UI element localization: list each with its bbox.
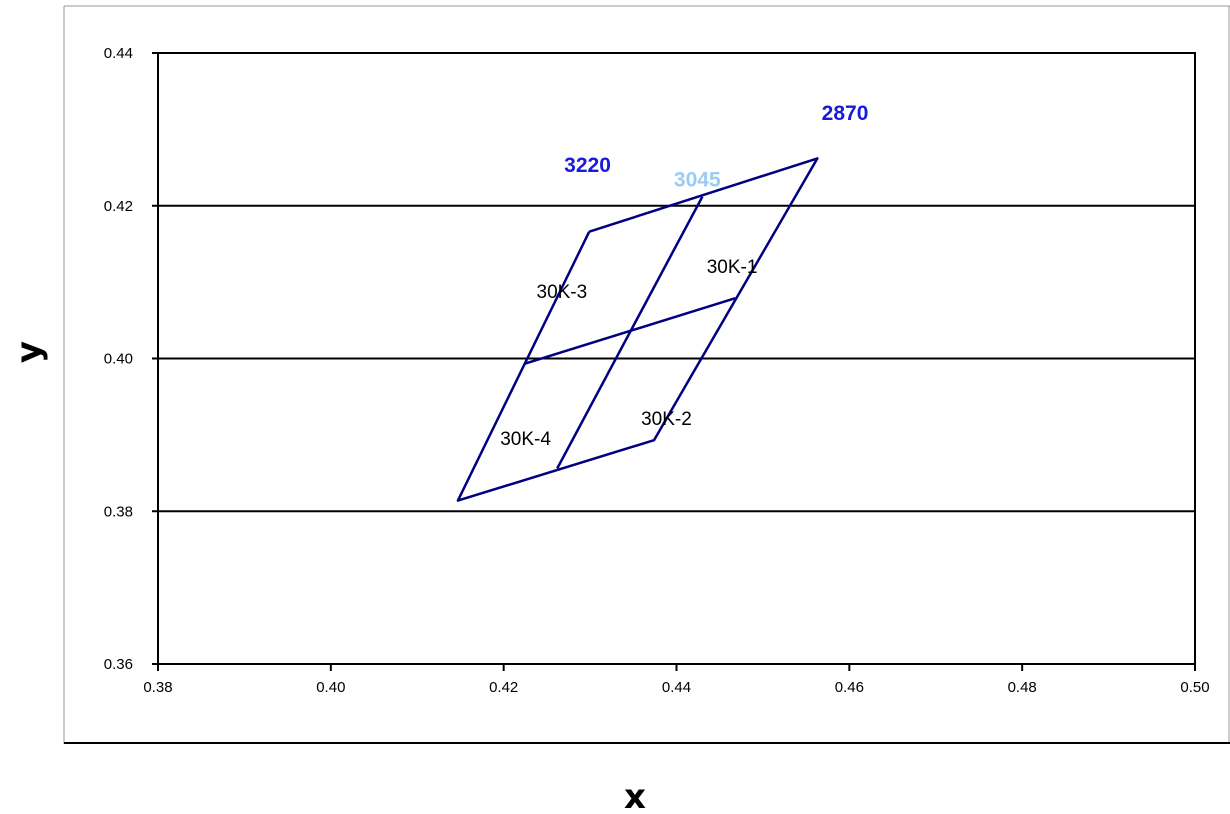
y-axis-title: y [9, 341, 49, 363]
x-axis-title: x [624, 777, 646, 814]
series-line-2 [556, 196, 704, 470]
region-label: 30K-2 [641, 409, 692, 430]
cct-label: 3045 [674, 169, 721, 192]
series-line-3 [524, 297, 736, 365]
y-tick-label: 0.40 [104, 351, 133, 368]
x-tick-label: 0.38 [143, 679, 172, 696]
x-tick-label: 0.42 [489, 679, 518, 696]
cct-label: 3220 [564, 154, 611, 177]
y-tick-label: 0.36 [104, 656, 133, 673]
y-tick-label: 0.38 [104, 503, 133, 520]
y-tick-label: 0.44 [104, 45, 133, 62]
x-tick-label: 0.48 [1008, 679, 1037, 696]
region-label: 30K-3 [537, 282, 588, 303]
region-labels: 30K-1 30K-2 30K-3 30K-4 [500, 257, 757, 450]
x-tick-label: 0.40 [316, 679, 345, 696]
x-tick-label: 0.46 [835, 679, 864, 696]
region-label: 30K-1 [707, 257, 758, 278]
x-axis-ticks: 0.38 0.40 0.42 0.44 0.46 0.48 0.50 [143, 664, 1210, 696]
y-tick-label: 0.42 [104, 198, 133, 215]
x-tick-label: 0.50 [1180, 679, 1209, 696]
cct-labels: 3220 3045 2870 [564, 102, 868, 191]
region-label: 30K-4 [500, 429, 551, 450]
series-lines [456, 157, 819, 502]
y-axis-ticks: 0.36 0.38 0.40 0.42 0.44 [104, 45, 158, 673]
grid-lines [158, 204, 1195, 513]
cct-label: 2870 [822, 102, 869, 125]
x-tick-label: 0.44 [662, 679, 691, 696]
series-line-1 [456, 157, 819, 502]
